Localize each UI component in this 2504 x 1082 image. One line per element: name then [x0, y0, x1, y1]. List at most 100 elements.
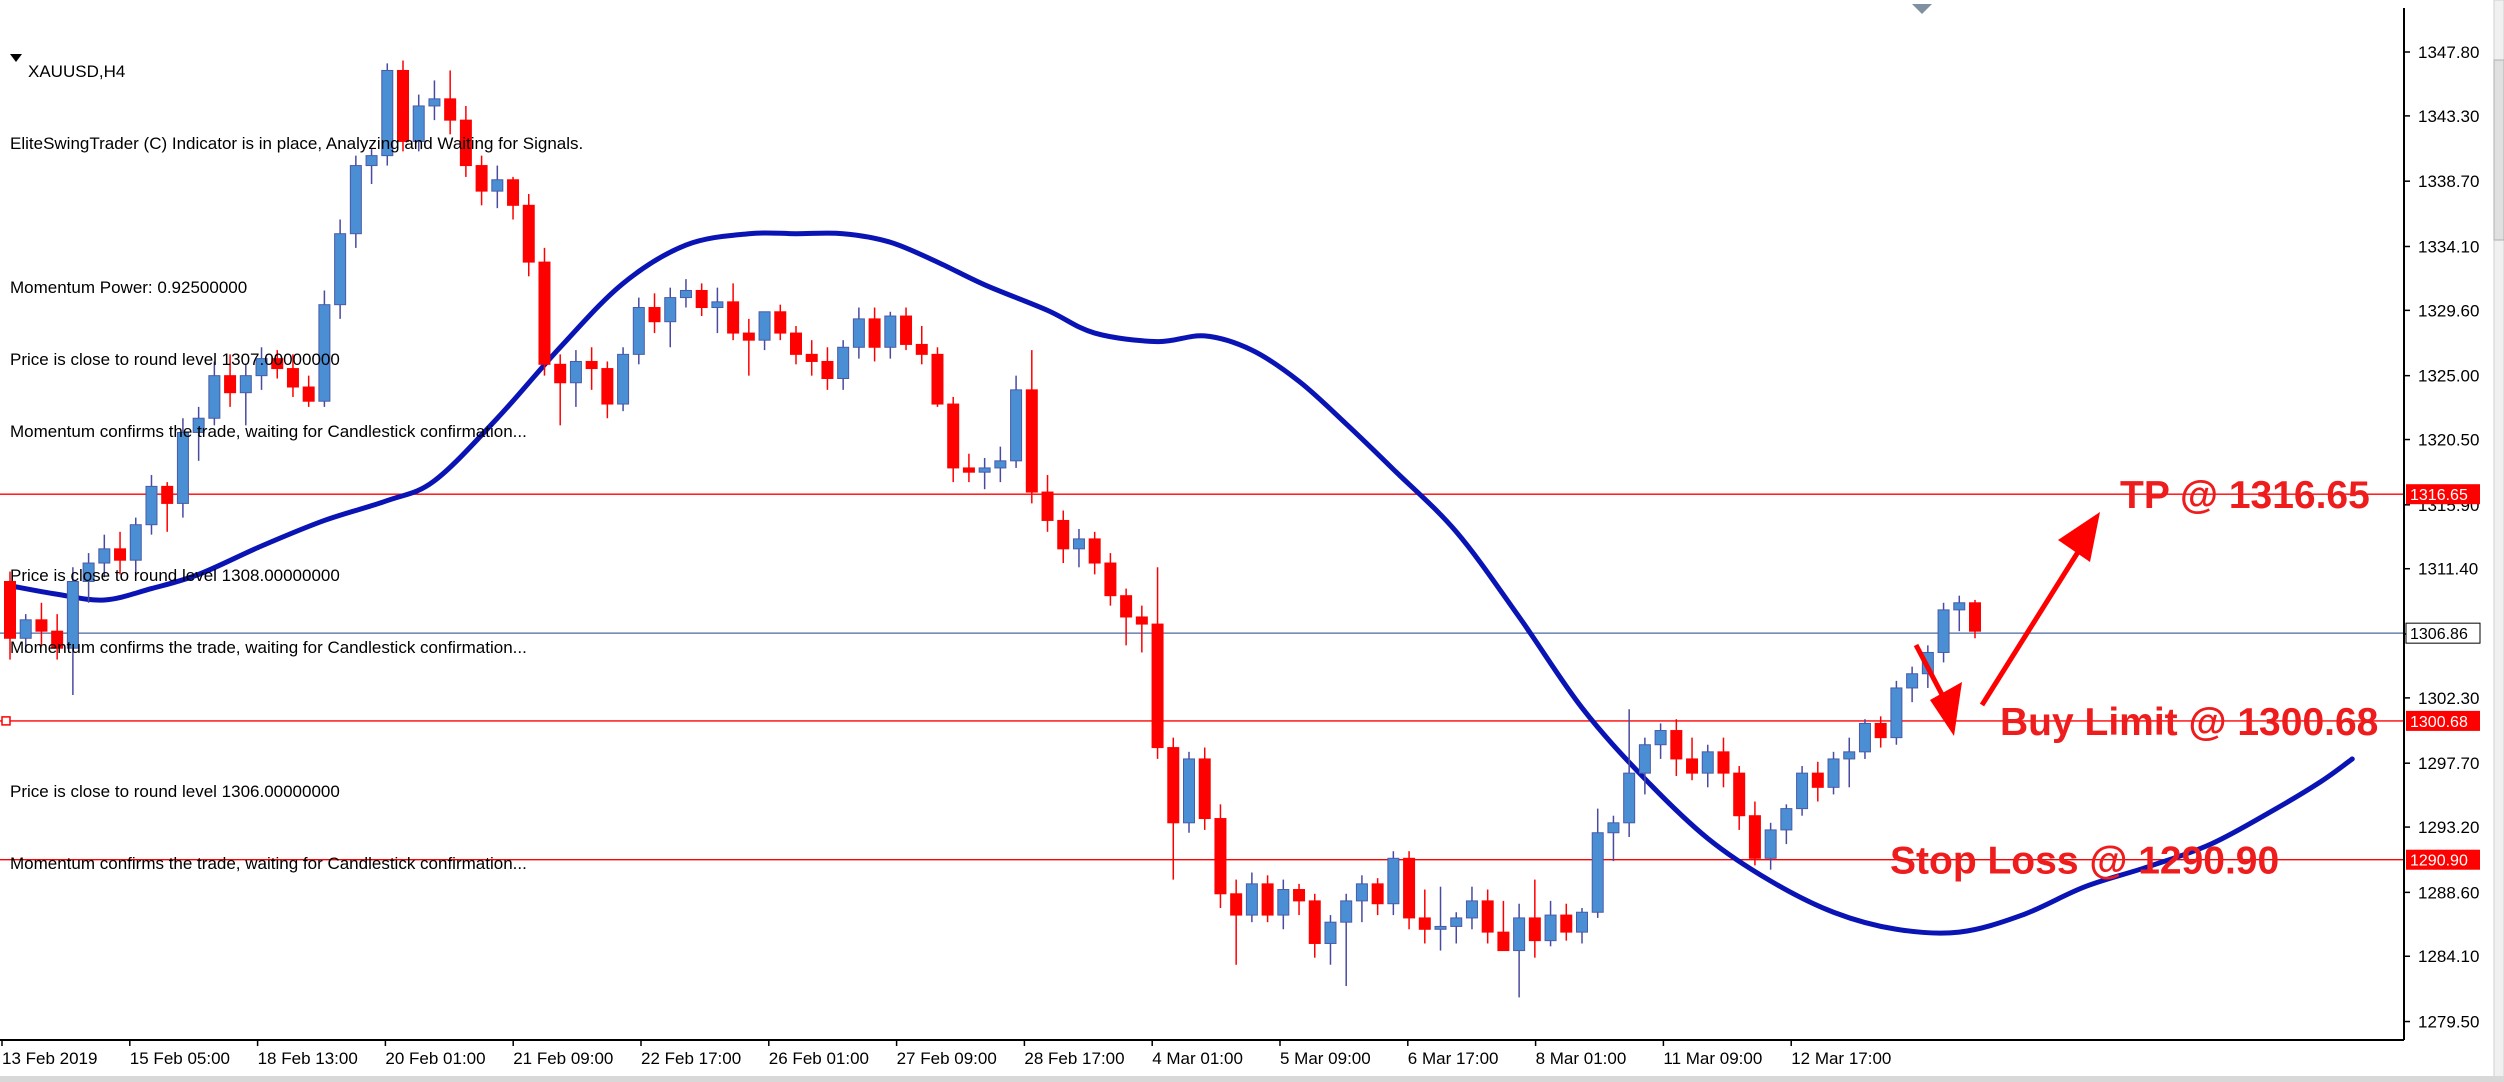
candle-body	[868, 318, 881, 348]
level-price-tag	[2406, 484, 2480, 505]
bear-candle	[1214, 804, 1227, 908]
bear-candle	[1167, 737, 1180, 880]
level-price-tag-text: 1316.65	[2410, 487, 2468, 504]
bear-candle	[459, 105, 472, 177]
candle-body	[852, 318, 865, 348]
chart-shift-marker[interactable]	[1912, 4, 1932, 14]
bull-candle	[1623, 709, 1636, 838]
candle-body	[1796, 772, 1809, 810]
candle-body	[1717, 751, 1730, 774]
bull-candle	[1906, 666, 1919, 703]
candle-body	[192, 417, 205, 433]
candle-body	[1733, 772, 1746, 817]
x-tick-label: 18 Feb 13:00	[258, 1049, 358, 1068]
candle-body	[695, 289, 708, 309]
y-tick-label: 1343.30	[2418, 107, 2479, 126]
candle-body	[1230, 893, 1243, 916]
candle-body	[239, 375, 252, 394]
candle-body	[255, 358, 268, 377]
y-tick-label: 1288.60	[2418, 883, 2479, 902]
scrollbar-thumb[interactable]	[2493, 59, 2504, 241]
candle-body	[1293, 889, 1306, 902]
candle-body	[931, 353, 944, 405]
bear-candle	[397, 60, 409, 152]
bull-candle	[1010, 375, 1023, 468]
bear-candle	[1135, 605, 1148, 653]
x-tick-label: 8 Mar 01:00	[1536, 1049, 1627, 1068]
candle-body	[1560, 914, 1573, 933]
bear-candle	[1371, 878, 1384, 916]
candle-body	[145, 485, 158, 526]
bear-candle	[774, 304, 787, 341]
candle-body	[1120, 595, 1133, 618]
bear-candle	[1308, 893, 1321, 958]
vertical-scrollbar[interactable]	[2493, 0, 2504, 1082]
bull-candle	[1245, 872, 1258, 923]
candle-body	[1890, 687, 1903, 739]
y-tick-label: 1325.00	[2418, 367, 2479, 386]
bear-candle	[915, 325, 928, 365]
candle-body	[1858, 722, 1871, 753]
candle-body	[805, 353, 818, 362]
candle-body	[302, 386, 315, 402]
candle-body	[727, 301, 740, 334]
candle-body	[365, 155, 378, 167]
bear-candle	[900, 307, 913, 351]
bull-candle	[1607, 815, 1620, 862]
candle-body	[601, 368, 614, 405]
bull-candle	[884, 311, 897, 359]
down-arrow-head	[1930, 682, 1962, 736]
bear-candle	[444, 70, 457, 135]
x-tick-label: 4 Mar 01:00	[1152, 1049, 1243, 1068]
bull-candle	[569, 350, 582, 407]
candle-body	[475, 165, 488, 192]
level-price-tag-text: 1290.90	[2410, 853, 2468, 870]
candle-body	[1481, 900, 1494, 933]
bull-candle	[1827, 751, 1840, 795]
candle-body	[35, 619, 48, 632]
bull-candle	[664, 287, 677, 348]
candle-body	[679, 289, 692, 299]
bear-candle	[224, 354, 237, 407]
candle-body	[1780, 808, 1793, 831]
candle-body	[507, 179, 520, 206]
candle-body	[978, 467, 991, 473]
candle-body	[554, 363, 567, 384]
y-tick-label: 1279.50	[2418, 1013, 2479, 1032]
bear-candle	[554, 354, 567, 426]
y-tick-label: 1334.10	[2418, 237, 2479, 256]
candle-body	[114, 548, 127, 561]
bear-candle	[962, 453, 975, 483]
candle-body	[4, 580, 16, 639]
candle-body	[648, 307, 661, 323]
bear-candle	[35, 602, 48, 646]
candle-body	[1906, 673, 1919, 689]
x-tick-label: 5 Mar 09:00	[1280, 1049, 1371, 1068]
current-price-tag-text: 1306.86	[2410, 626, 2468, 643]
candle-body	[161, 485, 174, 504]
bear-candle	[1025, 350, 1038, 504]
candle-body	[774, 311, 787, 334]
level-price-tag	[2406, 710, 2480, 731]
y-tick-label: 1293.20	[2418, 818, 2479, 837]
x-tick-label: 28 Feb 17:00	[1024, 1049, 1124, 1068]
candle-body	[286, 368, 299, 388]
bear-candle	[1686, 737, 1699, 781]
bull-candle	[208, 361, 221, 426]
candle-body	[318, 304, 331, 402]
candle-body	[884, 315, 897, 348]
candle-body	[790, 332, 802, 355]
bull-candle	[758, 311, 771, 351]
candle-body	[129, 524, 142, 561]
bear-candle	[648, 293, 661, 334]
bear-candle	[507, 176, 520, 220]
candle-body	[742, 332, 755, 341]
y-tick-label: 1347.80	[2418, 43, 2479, 62]
candle-body	[349, 165, 362, 235]
candle-body	[1748, 815, 1761, 859]
candle-body	[82, 562, 95, 582]
candle-body	[1528, 917, 1541, 942]
plot-background	[0, 0, 2404, 1040]
